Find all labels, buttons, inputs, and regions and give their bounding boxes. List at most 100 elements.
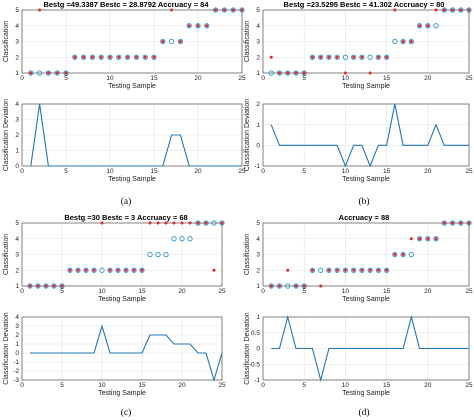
panel-d-predicted-point (352, 268, 356, 272)
panel-c-actual-point (91, 267, 97, 273)
panel-d-actual-point (449, 220, 456, 226)
panel-c-predicted-point (180, 221, 184, 225)
panel-d-actual-point (416, 236, 423, 242)
panel-a-actual-point (177, 38, 183, 45)
panel-a-classification-axes-frame (21, 9, 243, 74)
panel-b-actual-point (334, 54, 340, 60)
panel-a-deviation-y-tick-label: 1 (15, 148, 19, 155)
panel-b-predicted-point (335, 55, 339, 59)
panel-b-predicted-point (393, 8, 397, 12)
panel-d-predicted-point (286, 268, 290, 272)
panel-c-classification-y-tick-label: 3 (15, 252, 19, 259)
panel-b-actual-point (326, 54, 332, 60)
panel-b-actual-point (301, 70, 307, 76)
panel-c-classification-y-axis-label: Classification (3, 234, 10, 275)
panel-b-deviation-y-tick-label: -1 (254, 163, 260, 170)
panel-c-deviation-y-tick-label: -1 (13, 359, 19, 366)
panel-b-predicted-point (467, 8, 471, 12)
panel-c-deviation-y-tick-label: 1 (15, 341, 19, 348)
panel-a-actual-point (54, 70, 60, 76)
panel-b-actual-point (449, 7, 456, 13)
panel-c-classification-x-axis-label: Testing Sample (98, 296, 146, 303)
panel-a-classification-y-tick-label: 2 (15, 54, 19, 61)
panel-b-predicted-point (401, 40, 405, 43)
panel-d-deviation-x-tick-label: 5 (302, 382, 306, 389)
panel-d-deviation-y-tick-label: 0.5 (251, 330, 260, 337)
panel-c-actual-point (99, 267, 105, 273)
panel-d-deviation-x-tick-label: 25 (465, 382, 473, 389)
panel-d-actual-point (408, 251, 414, 258)
panel-a-deviation-y-tick-label: 4 (15, 101, 19, 108)
panel-c-deviation-y-tick-label: 2 (15, 332, 19, 339)
panel-b-deviation-y-tick-label: 1 (256, 122, 260, 129)
panel-d-deviation-y-axis-label: Classification Deviation (244, 312, 251, 384)
panel-c-predicted-point (188, 221, 192, 225)
panel-c-deviation-x-tick-label: 5 (60, 382, 64, 389)
panel-b-classification-x-tick-label: 5 (302, 75, 306, 82)
panel-b-classification-y-tick-label: 1 (256, 70, 260, 77)
panel-b-deviation-y-axis-label: Classification Deviation (244, 99, 251, 171)
panel-c-classification-x-tick-label: 25 (218, 288, 226, 295)
panel-b-actual-point (351, 54, 357, 60)
panel-c-predicted-point (204, 221, 208, 225)
panel-a-actual-point (63, 70, 69, 76)
panel-a-actual-point (72, 54, 78, 60)
panel-d-deviation-y-tick-label: 0 (256, 346, 260, 353)
panel-a-predicted-point (196, 24, 200, 28)
panel-d-deviation-y-tick-label: -0.5 (249, 361, 261, 368)
panel-b-predicted-point (434, 8, 438, 12)
panel-d-actual-point (433, 236, 439, 242)
panel-d-deviation-x-tick-label: 0 (261, 382, 265, 389)
panel-c-classification-x-tick-label: 10 (98, 288, 106, 295)
panel-c-deviation-y-tick-label: 4 (15, 314, 19, 321)
panel-b-predicted-point (409, 40, 413, 43)
panel-c-title: Bestg =30 Bestc = 3 Accruacy = 68 (64, 213, 187, 222)
panel-c-actual-point (203, 220, 209, 226)
panel-c-predicted-point (196, 221, 200, 225)
panel-c-predicted-point (100, 221, 104, 225)
panel-a-classification-y-tick-label: 4 (15, 23, 19, 30)
panel-b-classification-x-tick-label: 25 (465, 75, 473, 82)
panel-c-classification-y-tick-label: 1 (15, 283, 19, 290)
panel-c-predicted-point (124, 268, 128, 272)
panel-b-predicted-point (286, 71, 290, 75)
panel-a-actual-point (160, 38, 166, 45)
panel-a-deviation-y-tick-label: 3 (15, 117, 19, 124)
panel-b-predicted-point (343, 71, 347, 75)
panel-c-deviation-y-tick-label: -3 (13, 377, 19, 384)
panel-b-predicted-point (368, 71, 372, 75)
panel-b-deviation-y-tick-label: 0 (256, 143, 260, 150)
panel-b-actual-point (416, 23, 423, 29)
panel-d-classification-y-tick-label: 2 (256, 267, 260, 274)
panel-b-actual-point (458, 7, 464, 13)
panel-a-predicted-point (90, 55, 94, 59)
panel-d-actual-point (293, 283, 299, 289)
panel-c-classification-y-tick-label: 2 (15, 267, 19, 274)
panel-c-classification-axes-frame (21, 222, 223, 287)
panel-d-predicted-point (426, 237, 430, 241)
panel-d-predicted-point (368, 268, 372, 272)
panel-c-deviation-line (30, 324, 223, 382)
panel-b-predicted-point (327, 55, 331, 59)
panel-c-predicted-point (172, 221, 176, 225)
panel-a-predicted-point (108, 55, 112, 59)
panel-d-actual-point (276, 283, 283, 289)
panel-d-classification-x-tick-label: 5 (302, 288, 306, 295)
panel-c-predicted-point (140, 268, 144, 272)
panel-d-predicted-point (376, 268, 380, 272)
panel-c-deviation-y-axis-label: Classification Deviation (3, 312, 10, 384)
panel-b-predicted-point (459, 8, 463, 12)
panel-d-predicted-point (401, 253, 405, 256)
panel-c-predicted-point (36, 284, 40, 288)
panel-c-classification-x-tick-label: 0 (20, 288, 24, 295)
panel-b-actual-point (268, 70, 274, 76)
panel-c-actual-point (187, 236, 193, 242)
panel-b-deviation-x-tick-label: 5 (302, 168, 306, 175)
panel-d-classification-x-tick-label: 20 (424, 288, 432, 295)
panel-d-predicted-point (434, 237, 438, 241)
panel-c-predicted-point (156, 221, 160, 225)
panel-d-predicted-point (327, 268, 331, 272)
panel-b-actual-point (309, 54, 316, 60)
panel-d-predicted-point (294, 284, 298, 288)
panel-b-actual-point (375, 54, 381, 60)
